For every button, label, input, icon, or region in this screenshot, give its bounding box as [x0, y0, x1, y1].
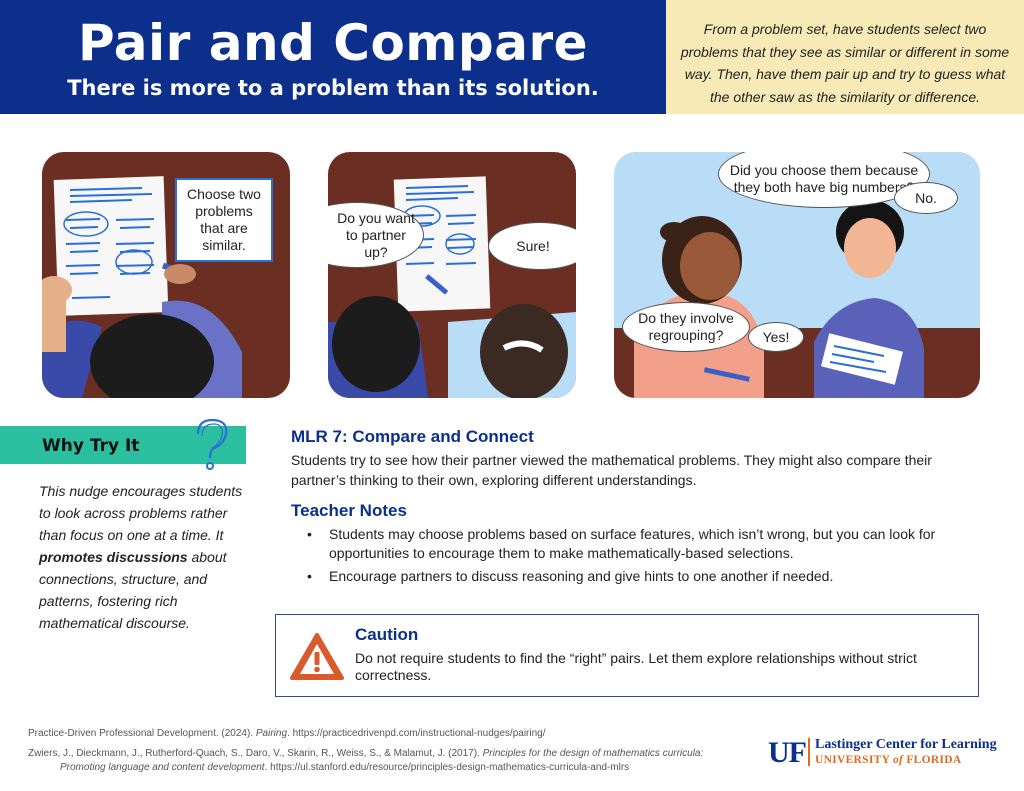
teacher-note-item: • Students may choose problems based on … — [307, 526, 936, 561]
panel-1-callout: Choose two problems that are similar. — [175, 178, 273, 262]
reference-2-continued: Promoting language and content developme… — [60, 762, 630, 773]
comic-panel-3: Did you choose them because they both ha… — [614, 152, 980, 398]
panel-2-bubble-right: Sure! — [488, 222, 576, 270]
question-mark-icon — [196, 418, 228, 470]
mlr-text: Students try to see how their partner vi… — [291, 452, 932, 488]
caution-box: Caution Do not require students to find … — [275, 614, 979, 697]
logo-divider — [808, 738, 810, 766]
title-banner: Pair and Compare There is more to a prob… — [0, 0, 666, 114]
panel-2-illustration — [328, 176, 576, 398]
page-title: Pair and Compare — [77, 14, 589, 72]
comic-panel-2: Do you want to partner up? Sure! — [328, 152, 576, 398]
why-try-it-bar — [0, 426, 246, 464]
panel-3-bubble-left: Do they involve regrouping? — [622, 302, 750, 352]
page-subtitle: There is more to a problem than its solu… — [67, 76, 599, 100]
why-try-it-text: This nudge encourages students to look a… — [39, 483, 243, 631]
comic-panel-1: Choose two problems that are similar. — [42, 152, 290, 398]
reference-1: Practice-Driven Professional Development… — [28, 728, 546, 739]
panel-1-illustration — [42, 176, 242, 398]
panel-3-bubble-no: No. — [894, 182, 958, 214]
panel-3-bubble-yes: Yes! — [748, 322, 804, 352]
why-try-it-title: Why Try It — [42, 436, 140, 456]
caution-text: Do not require students to find the “rig… — [355, 650, 917, 683]
teacher-notes-title: Teacher Notes — [291, 501, 407, 520]
caution-title: Caution — [355, 625, 419, 644]
uf-logo-mark: UF — [768, 736, 807, 769]
logo-name: Lastinger Center for Learning — [815, 737, 997, 752]
bullet-icon: • — [307, 568, 312, 584]
bullet-icon: • — [307, 526, 312, 542]
mlr-title: MLR 7: Compare and Connect — [291, 427, 534, 446]
teacher-note-item: • Encourage partners to discuss reasonin… — [307, 568, 834, 584]
warning-triangle-icon — [290, 633, 344, 680]
logo-university: UNIVERSITY of FLORIDA — [815, 754, 962, 766]
reference-2: Zwiers, J., Dieckmann, J., Rutherford-Qu… — [28, 748, 704, 759]
intro-box: From a problem set, have students select… — [666, 0, 1024, 114]
panel-2-bubble-left: Do you want to partner up? — [328, 202, 424, 268]
